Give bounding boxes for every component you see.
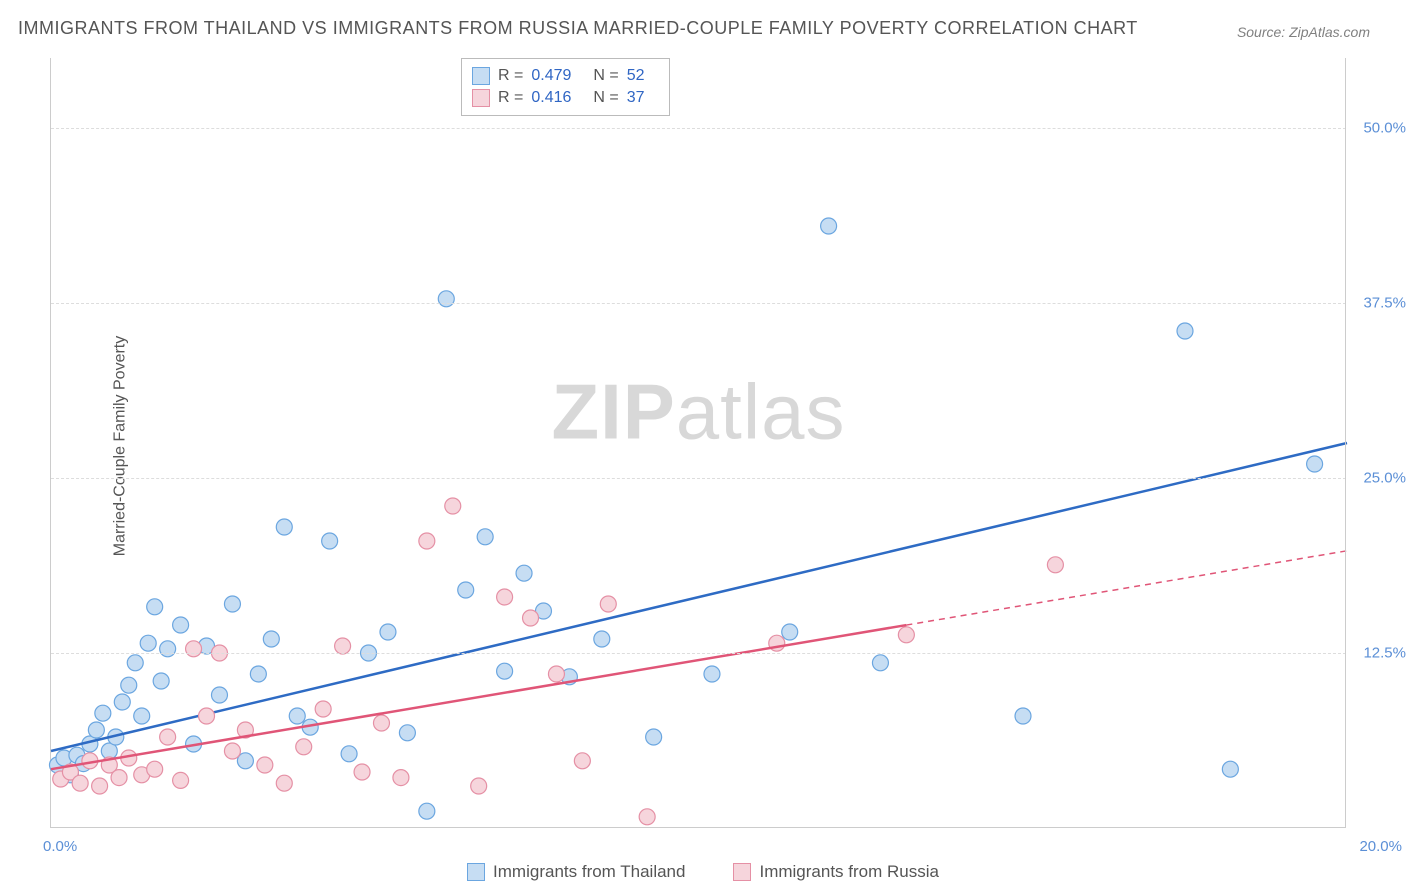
data-point <box>173 617 189 633</box>
data-point <box>548 666 564 682</box>
data-point <box>88 722 104 738</box>
data-point <box>821 218 837 234</box>
data-point <box>186 641 202 657</box>
data-point <box>1177 323 1193 339</box>
data-point <box>276 519 292 535</box>
data-point <box>574 753 590 769</box>
data-point <box>199 708 215 724</box>
data-point <box>134 708 150 724</box>
data-point <box>147 599 163 615</box>
data-point <box>497 663 513 679</box>
data-point <box>497 589 513 605</box>
gridline <box>51 128 1346 129</box>
legend-label-russia: Immigrants from Russia <box>759 862 938 882</box>
data-point <box>289 708 305 724</box>
data-point <box>354 764 370 780</box>
data-point <box>111 770 127 786</box>
legend-item-thailand: Immigrants from Thailand <box>467 862 685 882</box>
y-tick-label: 12.5% <box>1363 645 1406 662</box>
data-point <box>72 775 88 791</box>
data-point <box>322 533 338 549</box>
legend-item-russia: Immigrants from Russia <box>733 862 938 882</box>
data-point <box>639 809 655 825</box>
data-point <box>393 770 409 786</box>
data-point <box>419 803 435 819</box>
data-point <box>1307 456 1323 472</box>
legend-swatch-russia <box>733 863 751 881</box>
data-point <box>211 687 227 703</box>
data-point <box>250 666 266 682</box>
gridline <box>51 653 1346 654</box>
data-point <box>263 631 279 647</box>
legend-swatch-thailand <box>467 863 485 881</box>
data-point <box>445 498 461 514</box>
data-point <box>898 627 914 643</box>
y-tick-label: 50.0% <box>1363 120 1406 137</box>
data-point <box>296 739 312 755</box>
data-point <box>594 631 610 647</box>
y-tick-label: 37.5% <box>1363 295 1406 312</box>
data-point <box>315 701 331 717</box>
data-point <box>380 624 396 640</box>
series-legend: Immigrants from Thailand Immigrants from… <box>0 862 1406 882</box>
data-point <box>471 778 487 794</box>
data-point <box>341 746 357 762</box>
data-point <box>160 729 176 745</box>
source-attribution: Source: ZipAtlas.com <box>1237 24 1370 40</box>
chart-title: IMMIGRANTS FROM THAILAND VS IMMIGRANTS F… <box>18 18 1138 39</box>
data-point <box>872 655 888 671</box>
data-point <box>782 624 798 640</box>
x-tick-0: 0.0% <box>43 838 77 855</box>
data-point <box>477 529 493 545</box>
data-point <box>140 635 156 651</box>
data-point <box>399 725 415 741</box>
plot-right-border <box>1345 58 1346 828</box>
data-point <box>147 761 163 777</box>
data-point <box>224 743 240 759</box>
data-point <box>121 677 137 693</box>
data-point <box>92 778 108 794</box>
data-point <box>438 291 454 307</box>
data-point <box>516 565 532 581</box>
trend-line <box>51 443 1347 751</box>
trend-line-dashed <box>906 551 1347 625</box>
data-point <box>276 775 292 791</box>
data-point <box>646 729 662 745</box>
data-point <box>704 666 720 682</box>
data-point <box>373 715 389 731</box>
x-tick-1: 20.0% <box>1359 838 1402 855</box>
data-point <box>160 641 176 657</box>
data-point <box>458 582 474 598</box>
data-point <box>1015 708 1031 724</box>
data-point <box>127 655 143 671</box>
gridline <box>51 478 1346 479</box>
data-point <box>95 705 111 721</box>
legend-label-thailand: Immigrants from Thailand <box>493 862 685 882</box>
y-tick-label: 25.0% <box>1363 470 1406 487</box>
data-point <box>1222 761 1238 777</box>
plot-area: ZIPatlas R = 0.479 N = 52 R = 0.416 N = … <box>50 58 1346 828</box>
data-point <box>153 673 169 689</box>
gridline <box>51 303 1346 304</box>
data-point <box>335 638 351 654</box>
data-point <box>523 610 539 626</box>
data-point <box>419 533 435 549</box>
data-point <box>600 596 616 612</box>
data-point <box>1047 557 1063 573</box>
plot-svg <box>51 58 1346 827</box>
data-point <box>257 757 273 773</box>
trend-line <box>51 625 906 769</box>
data-point <box>224 596 240 612</box>
data-point <box>173 772 189 788</box>
data-point <box>114 694 130 710</box>
